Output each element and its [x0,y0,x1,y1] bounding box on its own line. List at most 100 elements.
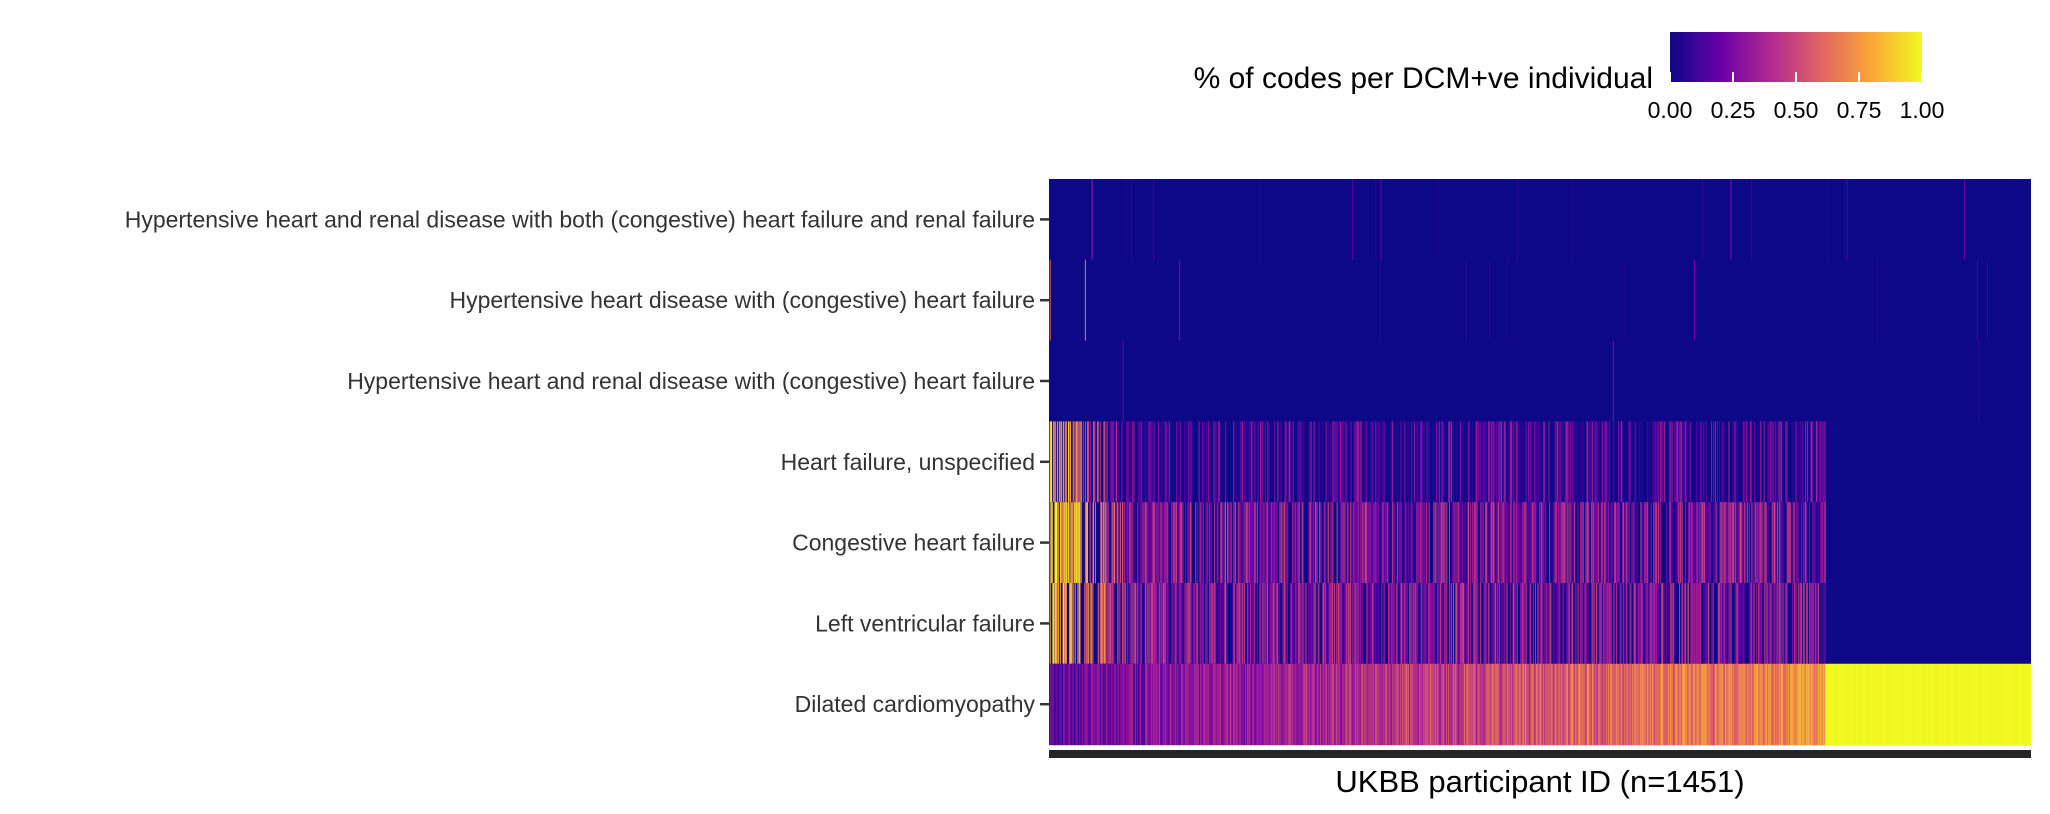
heatmap-cell [1629,583,1631,665]
heatmap-cell [1683,663,1685,746]
heatmap-cell [1357,502,1359,584]
heatmap-cell [1826,663,1828,746]
heatmap-cell [1766,663,1768,746]
heatmap-cell [1132,583,1134,665]
heatmap-cell [1366,421,1368,503]
heatmap-cell [1586,421,1588,503]
heatmap-cell [1982,663,1984,746]
heatmap-cell [1203,663,1206,746]
heatmap-cell [1513,502,1515,584]
heatmap-cell [1823,502,1825,584]
heatmap-cell [1143,663,1145,746]
heatmap-cell [1279,663,1281,746]
heatmap-cell [1197,663,1199,746]
heatmap-cell [1400,502,1402,584]
heatmap-cell [1528,663,1530,746]
heatmap-cell [1472,663,1474,746]
heatmap-cell [1451,663,1453,746]
heatmap-cell [1488,663,1490,746]
heatmap-cell [1704,421,1706,503]
heatmap-cell [1877,259,1879,342]
heatmap-cell [1638,663,1640,746]
heatmap-cell [1316,663,1318,746]
heatmap-cell [1543,421,1545,503]
heatmap-cell [1884,663,1886,746]
heatmap-cell [1541,502,1543,584]
heatmap-cell [1459,502,1461,584]
heatmap-cell [1600,502,1602,584]
heatmap-cell [1386,663,1388,746]
heatmap-cell [1892,663,1894,746]
heatmap-cell [1374,583,1376,665]
heatmap-cell [1505,663,1507,746]
heatmap-cell [1506,259,1508,342]
heatmap-cell [1497,663,1499,746]
heatmap-cell [1402,663,1404,746]
heatmap-cell [1737,502,1739,584]
heatmap-cell [1405,663,1407,746]
heatmap-cell [1308,663,1310,746]
heatmap-cell [1257,663,1259,746]
heatmap-cell [1418,583,1420,665]
heatmap-cell [2001,663,2003,746]
heatmap-cell [1159,502,1162,584]
heatmap-cell [1337,583,1340,665]
heatmap-cell [1271,583,1273,665]
heatmap-cell [1471,502,1474,584]
heatmap-cell [1087,421,1089,503]
heatmap-cell [1467,502,1469,584]
heatmap-cell [1672,502,1674,584]
heatmap-cell [1350,421,1352,503]
heatmap-cell [1134,502,1136,584]
heatmap-cell [1735,663,1737,746]
heatmap-cell [1867,663,1869,746]
heatmap-cell [1506,502,1508,584]
heatmap-cell [1501,421,1503,503]
heatmap-cell [1622,502,1624,584]
heatmap-cell [1649,421,1651,503]
heatmap-cell [1392,502,1394,584]
heatmap-cell [1536,663,1538,746]
heatmap-cell [1180,502,1182,584]
legend-tick-label: 0.50 [1774,97,1819,123]
heatmap-cell [1422,663,1424,746]
heatmap-cell [1309,502,1311,584]
heatmap-cell [1226,421,1228,503]
heatmap-cell [1398,502,1400,584]
heatmap-cell [1132,502,1134,584]
heatmap-cell [1206,583,1208,665]
heatmap-cell [1788,663,1790,746]
heatmap-cell [1661,663,1663,746]
heatmap-cell [1575,663,1577,746]
heatmap-cell [1369,421,1371,503]
heatmap-cell [1355,502,1357,584]
heatmap-cell [1696,421,1698,503]
heatmap-cell [1566,583,1568,665]
heatmap-cell [1283,663,1285,746]
heatmap-cell [1772,583,1774,665]
heatmap-cell [1311,502,1313,584]
heatmap-cell [1176,583,1178,665]
heatmap-cell [1254,421,1256,503]
heatmap-cell [1812,421,1814,503]
heatmap-cell [1382,421,1384,503]
heatmap-cell [1251,421,1253,503]
heatmap-cell [1290,583,1292,665]
heatmap-cell [1111,421,1113,503]
heatmap-cell [1348,421,1350,503]
heatmap-cell [1645,502,1647,584]
heatmap-cell [1557,663,1559,746]
heatmap-cell [1247,502,1249,584]
heatmap-cell [1418,663,1420,746]
heatmap-cell [1090,583,1092,665]
heatmap-cell [1376,421,1378,503]
heatmap-cell [1974,663,1976,746]
heatmap-cell [1993,663,1995,746]
heatmap-cell [2008,663,2010,746]
heatmap-cell [1641,421,1643,503]
heatmap-cell [1312,502,1314,584]
heatmap-cell [1192,421,1194,503]
heatmap-cell [1401,583,1403,665]
heatmap-cell [1580,502,1582,584]
heatmap-cell [1297,421,1299,503]
